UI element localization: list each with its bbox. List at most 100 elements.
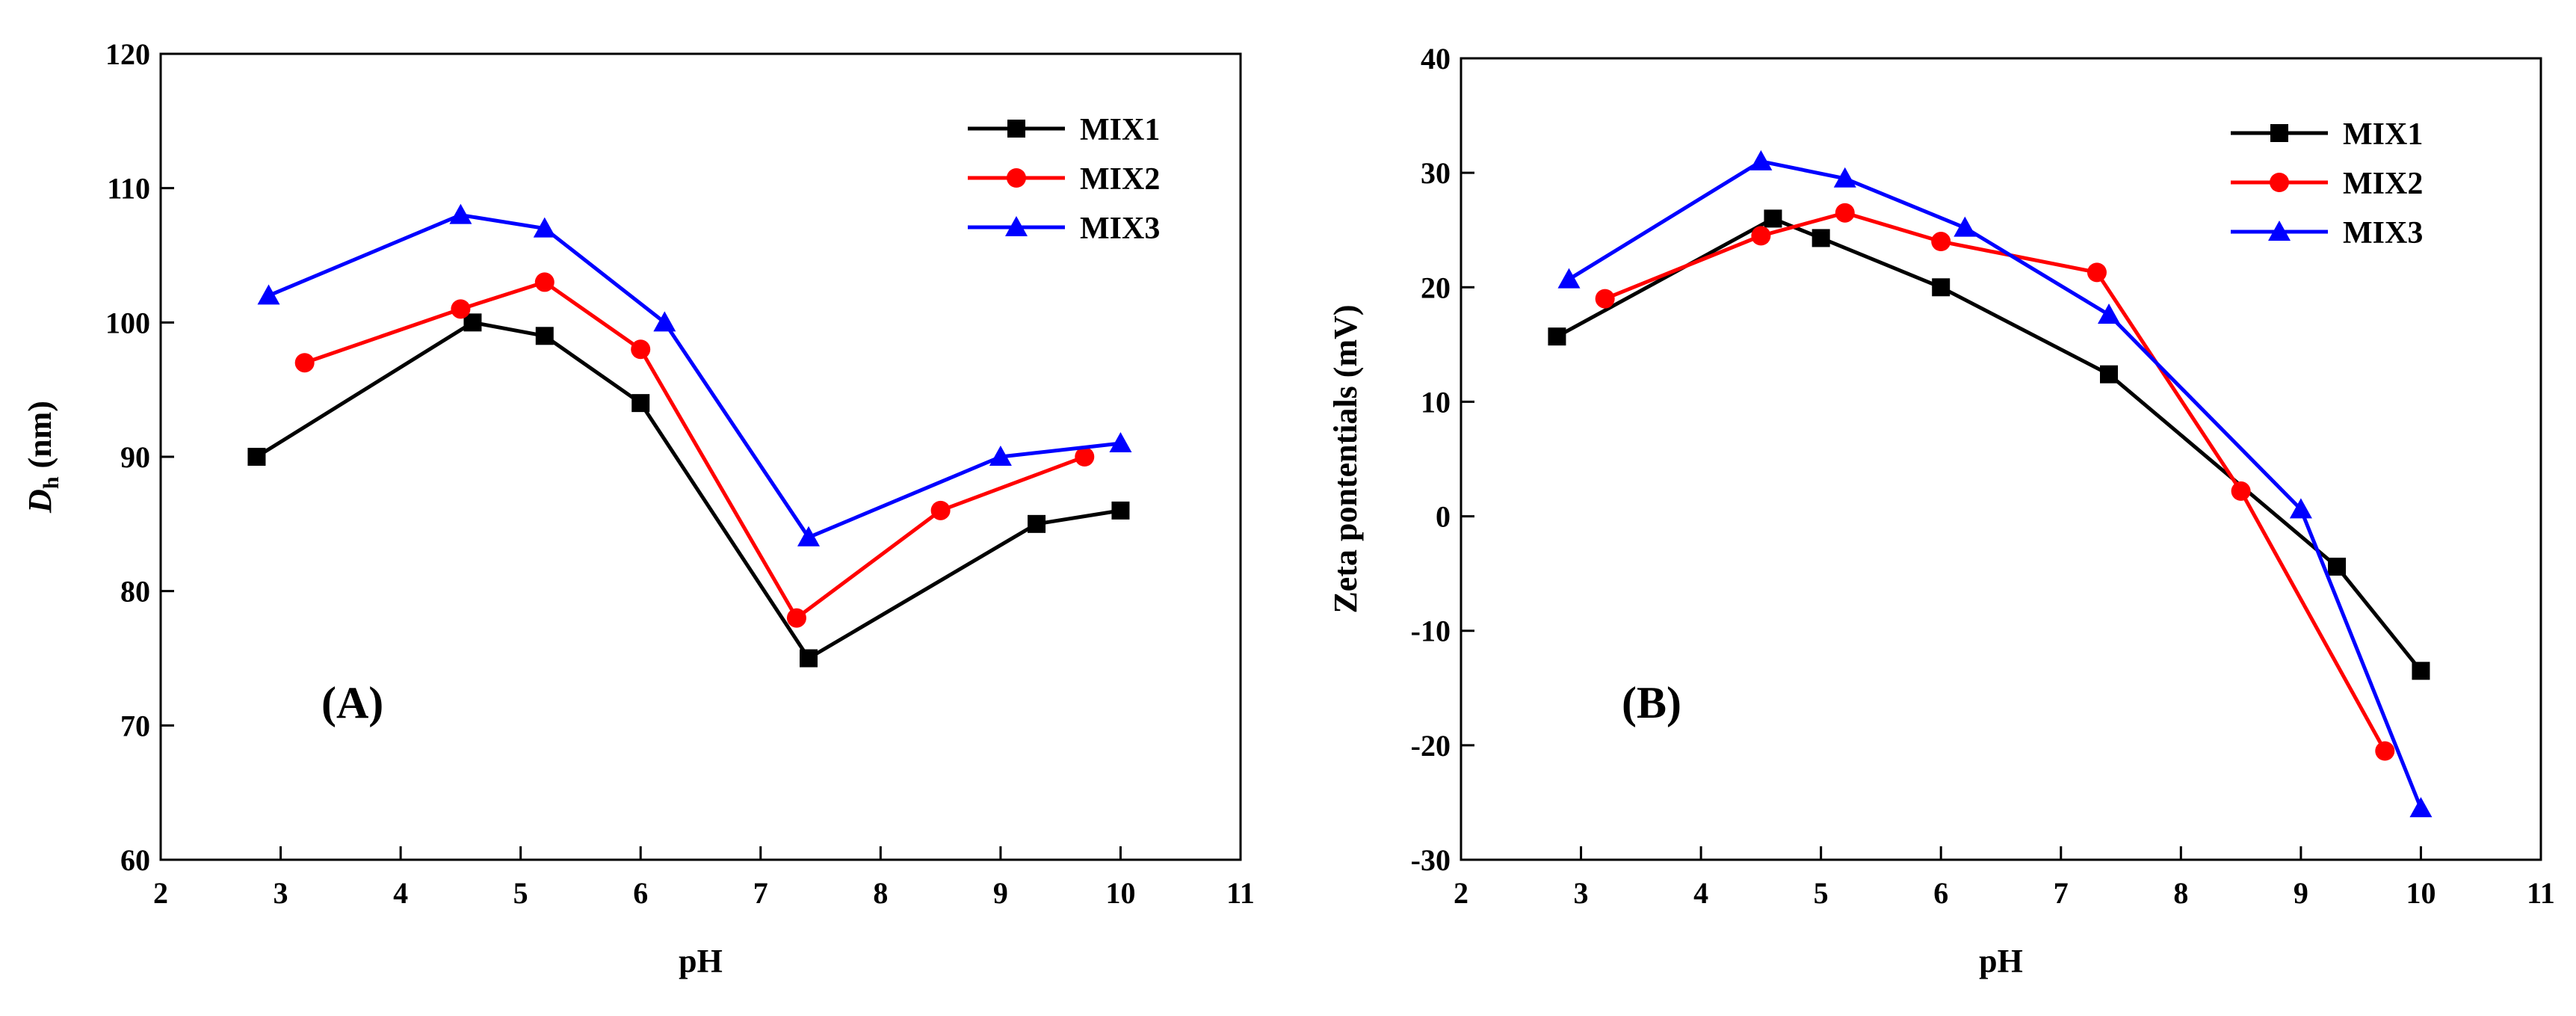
x-axis-label-a: pH: [679, 943, 723, 979]
panel-label-b: (B): [1622, 678, 1681, 727]
x-tick-label-b-6: 6: [1933, 876, 1948, 910]
chart-panel-b: 2 3 4 5 6 7 8 9 10 11 -30 -20 -10 0 10 20 30 40 Zeta pont…: [1327, 42, 2555, 979]
data-point-b-mix2-5: [2231, 481, 2251, 501]
y-tick-label-a-60: 60: [120, 843, 150, 877]
data-point-a-mix2-6: [1075, 447, 1095, 467]
x-tick-label-a-6: 6: [633, 876, 648, 910]
data-point-b-mix1-1: [1764, 209, 1782, 228]
legend-b: MIX1 MIX2 MIX3: [2231, 117, 2423, 250]
plot-frame-b: [1460, 57, 2542, 861]
data-point-a-mix1-0: [247, 448, 266, 466]
data-point-b-mix2-6: [2375, 741, 2395, 761]
x-tick-label-a-3: 3: [274, 876, 288, 910]
y-tick-label-b--10: -10: [1411, 615, 1451, 648]
legend-a: MIX1 MIX2 MIX3: [968, 113, 1160, 246]
data-point-b-mix1-2: [1811, 229, 1830, 247]
y-tick-label-a-110: 110: [107, 172, 150, 206]
y-tick-label-b-40: 40: [1421, 42, 1451, 76]
data-point-b-mix1-5: [2328, 557, 2347, 576]
y-tick-label-a-100: 100: [105, 306, 150, 339]
x-tick-label-a-2: 2: [153, 876, 168, 910]
legend-label-a-mix3: MIX3: [1080, 212, 1160, 246]
legend-label-a-mix1: MIX1: [1080, 113, 1160, 147]
data-point-b-mix3-4: [2098, 304, 2120, 324]
data-point-b-mix3-5: [2289, 498, 2312, 519]
data-point-a-mix2-3: [631, 339, 651, 360]
data-point-a-mix1-3: [631, 394, 650, 413]
x-tick-label-a-4: 4: [393, 876, 408, 910]
x-tick-label-a-5: 5: [513, 876, 528, 910]
data-point-a-mix3-6: [1109, 432, 1132, 453]
data-point-b-mix3-1: [1749, 150, 1773, 170]
x-tick-label-b-9: 9: [2294, 876, 2308, 910]
data-point-a-mix1-2: [535, 327, 554, 345]
data-point-b-mix2-2: [1835, 203, 1855, 223]
data-point-a-mix3-4: [797, 526, 820, 547]
y-tick-label-a-120: 120: [105, 37, 150, 71]
y-tick-label-a-80: 80: [120, 575, 150, 609]
y-tick-label-b-10: 10: [1421, 385, 1451, 419]
legend-label-a-mix2: MIX2: [1080, 162, 1160, 197]
data-point-b-mix2-1: [1751, 226, 1771, 246]
y-tick-label-b-0: 0: [1436, 500, 1451, 534]
legend-label-b-mix1: MIX1: [2343, 117, 2423, 152]
data-point-b-mix3-2: [1833, 167, 1856, 188]
data-point-a-mix1-6: [1111, 501, 1130, 520]
y-tick-label-a-90: 90: [120, 440, 150, 474]
data-point-a-mix2-2: [534, 272, 555, 292]
data-point-a-mix2-1: [451, 299, 471, 319]
x-tick-label-b-10: 10: [2406, 876, 2436, 910]
series-line-b-mix2: [1604, 211, 2387, 752]
data-point-b-mix1-0: [1548, 327, 1566, 346]
data-point-b-mix3-0: [1557, 268, 1581, 289]
data-point-a-mix3-5: [989, 446, 1012, 466]
y-tick-label-b-30: 30: [1421, 156, 1451, 190]
x-axis-label-b: pH: [1979, 943, 2023, 979]
y-tick-label-b-20: 20: [1421, 271, 1451, 304]
series-line-a-mix2: [303, 280, 1086, 621]
legend-marker-a-mix1: [1007, 120, 1025, 138]
legend-marker-b-mix1: [2270, 124, 2288, 142]
data-point-b-mix3-6: [2409, 797, 2433, 818]
data-point-a-mix1-4: [800, 649, 818, 668]
legend-marker-b-mix3: [2268, 221, 2291, 241]
x-tick-label-a-11: 11: [1226, 876, 1255, 910]
chart-panel-a: 2 3 4 5 6 7 8 9 10 11 60 70 80 90 100 110 120 Dh (nm) pH…: [22, 37, 1255, 979]
data-point-a-mix3-3: [653, 311, 676, 332]
y-axis-label-a: Dh (nm): [22, 401, 64, 514]
data-point-b-mix2-4: [2087, 262, 2107, 283]
panel-label-a: (A): [321, 678, 383, 727]
data-point-b-mix1-6: [2412, 662, 2430, 680]
data-point-a-mix2-0: [294, 353, 315, 373]
data-point-b-mix2-0: [1595, 289, 1615, 309]
x-tick-label-b-3: 3: [1574, 876, 1589, 910]
legend-marker-a-mix3: [1005, 216, 1028, 236]
y-tick-label-b--20: -20: [1411, 729, 1451, 763]
data-point-a-mix2-5: [930, 500, 951, 520]
data-point-a-mix1-5: [1028, 514, 1046, 533]
data-point-a-mix3-2: [533, 217, 556, 238]
data-point-b-mix1-4: [2100, 365, 2118, 384]
series-line-b-mix1: [1556, 216, 2423, 672]
legend-label-b-mix3: MIX3: [2343, 216, 2423, 250]
x-tick-label-b-4: 4: [1693, 876, 1708, 910]
legend-marker-a-mix2: [1007, 168, 1026, 188]
x-tick-label-a-7: 7: [753, 876, 768, 910]
data-point-a-mix2-4: [786, 608, 806, 628]
x-tick-label-a-10: 10: [1105, 876, 1135, 910]
y-axis-label-b: Zeta pontentials (mV): [1327, 304, 1364, 613]
data-point-b-mix3-3: [1953, 216, 1977, 237]
legend-label-b-mix2: MIX2: [2343, 167, 2423, 201]
x-tick-label-a-9: 9: [993, 876, 1008, 910]
data-point-b-mix2-3: [1931, 232, 1951, 252]
legend-marker-b-mix2: [2270, 173, 2289, 192]
x-tick-label-b-5: 5: [1814, 876, 1829, 910]
x-tick-label-b-11: 11: [2527, 876, 2555, 910]
series-line-a-mix3: [268, 213, 1121, 540]
data-point-a-mix3-1: [449, 203, 472, 224]
y-tick-label-a-70: 70: [120, 709, 150, 742]
x-tick-label-a-8: 8: [873, 876, 888, 910]
x-tick-label-b-8: 8: [2173, 876, 2188, 910]
x-tick-label-b-7: 7: [2054, 876, 2069, 910]
